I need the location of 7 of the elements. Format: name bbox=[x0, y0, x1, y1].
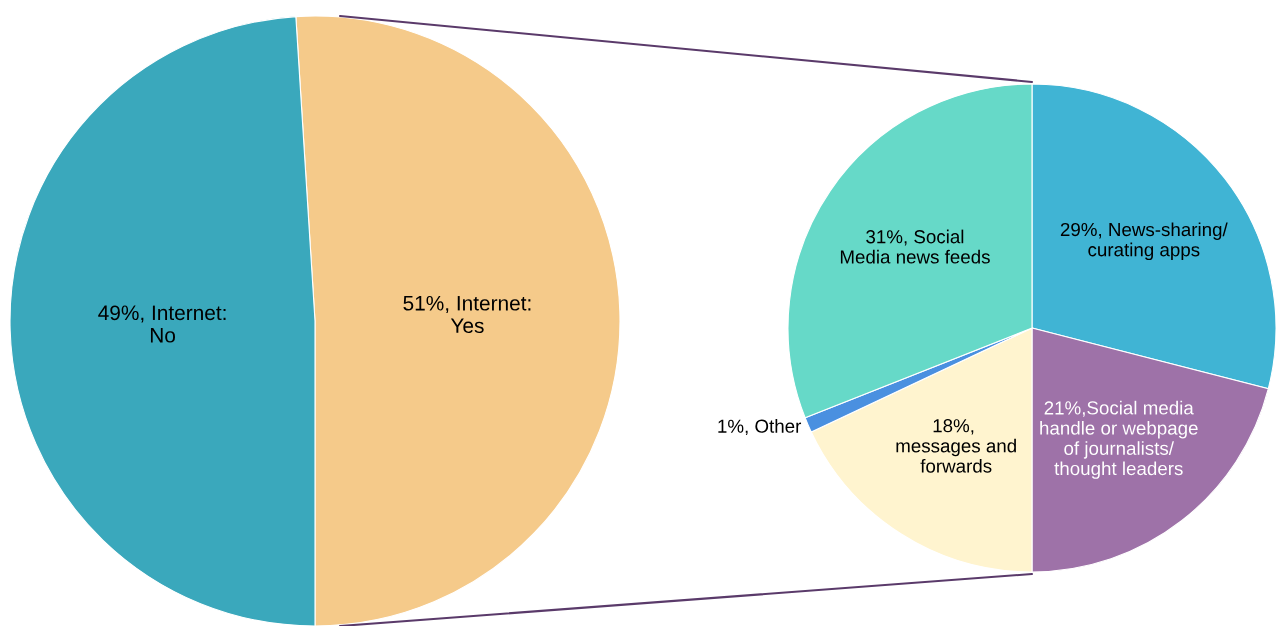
slice-label: 31%, Social Media news feeds bbox=[840, 229, 990, 264]
slice-label: 29%, News-sharing/ curating apps bbox=[1060, 222, 1228, 261]
slice-label: 18%, messages and forwards bbox=[896, 419, 1016, 473]
slice-label: 51%, Internet: Yes bbox=[403, 295, 531, 334]
slice-label: 49%, Internet: No bbox=[98, 305, 226, 343]
slice-label: 21%,Social media handle or webpage of journalists/ thought leaders bbox=[1040, 400, 1198, 479]
slice-label: 1%, Other bbox=[718, 419, 802, 436]
